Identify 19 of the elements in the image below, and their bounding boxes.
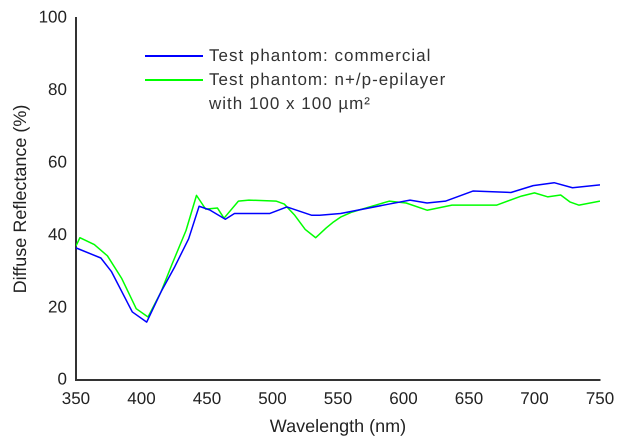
y-tick-label: 0 [57, 370, 67, 389]
y-tick-label: 40 [48, 224, 67, 244]
legend-label: Test phantom: commercial [209, 45, 432, 67]
legend-label: Test phantom: n+/p-epilayer with 100 x 100 µm² [209, 69, 448, 115]
x-tick-label: 400 [127, 388, 156, 408]
y-tick-label: 20 [48, 297, 67, 316]
y-tick-label: 80 [48, 80, 67, 100]
x-tick-label: 450 [192, 388, 222, 408]
y-axis-title: Diffuse Reflectance (%) [10, 104, 30, 294]
x-tick-label: 350 [62, 388, 90, 408]
x-axis-title: Wavelength (nm) [270, 416, 406, 436]
x-tick-label: 500 [258, 388, 287, 408]
x-tick-label: 650 [454, 388, 484, 408]
y-tick-label: 100 [38, 8, 67, 27]
x-tick-label: 550 [324, 388, 352, 408]
y-tick-label: 60 [48, 152, 67, 172]
x-tick-label: 600 [389, 388, 418, 408]
x-tick-label: 700 [520, 388, 549, 408]
x-tick-label: 750 [586, 388, 614, 408]
